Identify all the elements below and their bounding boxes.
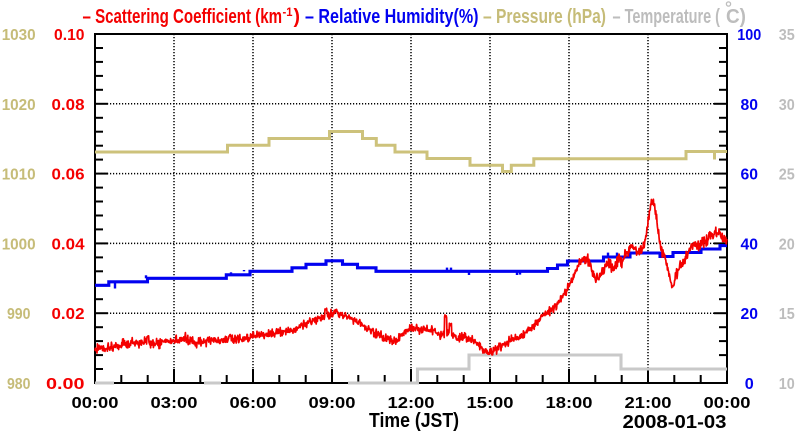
svg-text:0.08: 0.08 [52,97,85,114]
svg-text:0.02: 0.02 [52,306,85,323]
svg-text:0.04: 0.04 [52,236,85,253]
svg-text:1010: 1010 [2,167,36,184]
svg-text:C): C) [726,6,746,28]
svg-text:15:00: 15:00 [467,395,514,412]
svg-text:– Scattering Coefficient (km: – Scattering Coefficient (km [83,6,283,28]
svg-text:100: 100 [737,27,761,44]
svg-text:1020: 1020 [2,97,36,114]
svg-text:20: 20 [741,306,759,323]
svg-text:03:00: 03:00 [151,395,198,412]
svg-text:– Pressure (hPa): – Pressure (hPa) [483,6,606,28]
svg-text:10: 10 [779,376,795,393]
svg-text:-1: -1 [283,5,293,19]
svg-text:06:00: 06:00 [230,395,277,412]
svg-text:80: 80 [741,97,759,114]
svg-text:990: 990 [7,306,31,323]
svg-text:Time (JST): Time (JST) [369,410,459,432]
svg-text:0.10: 0.10 [54,27,85,44]
svg-text:980: 980 [7,376,31,393]
svg-text:2008-01-03: 2008-01-03 [623,411,727,432]
svg-text:20: 20 [779,236,795,253]
svg-text:15: 15 [779,306,795,323]
svg-text:– Relative Humidity(%): – Relative Humidity(%) [305,6,479,28]
svg-text:40: 40 [741,236,759,253]
svg-text:09:00: 09:00 [309,395,356,412]
svg-text:12:00: 12:00 [388,395,435,412]
svg-text:– Temperature (: – Temperature ( [613,6,721,28]
svg-text:00:00: 00:00 [72,395,119,412]
svg-text:35: 35 [779,27,795,44]
svg-text:): ) [294,6,301,28]
svg-text:0.06: 0.06 [52,167,85,184]
svg-text:25: 25 [779,167,795,184]
svg-text:21:00: 21:00 [625,395,672,412]
svg-text:30: 30 [779,97,795,114]
svg-text:0: 0 [745,376,754,393]
svg-text:60: 60 [741,167,759,184]
svg-text:00:00: 00:00 [704,395,751,412]
svg-text:1000: 1000 [2,236,36,253]
svg-text:18:00: 18:00 [546,395,593,412]
svg-text:1030: 1030 [2,27,36,44]
svg-text:0.00: 0.00 [46,376,85,393]
